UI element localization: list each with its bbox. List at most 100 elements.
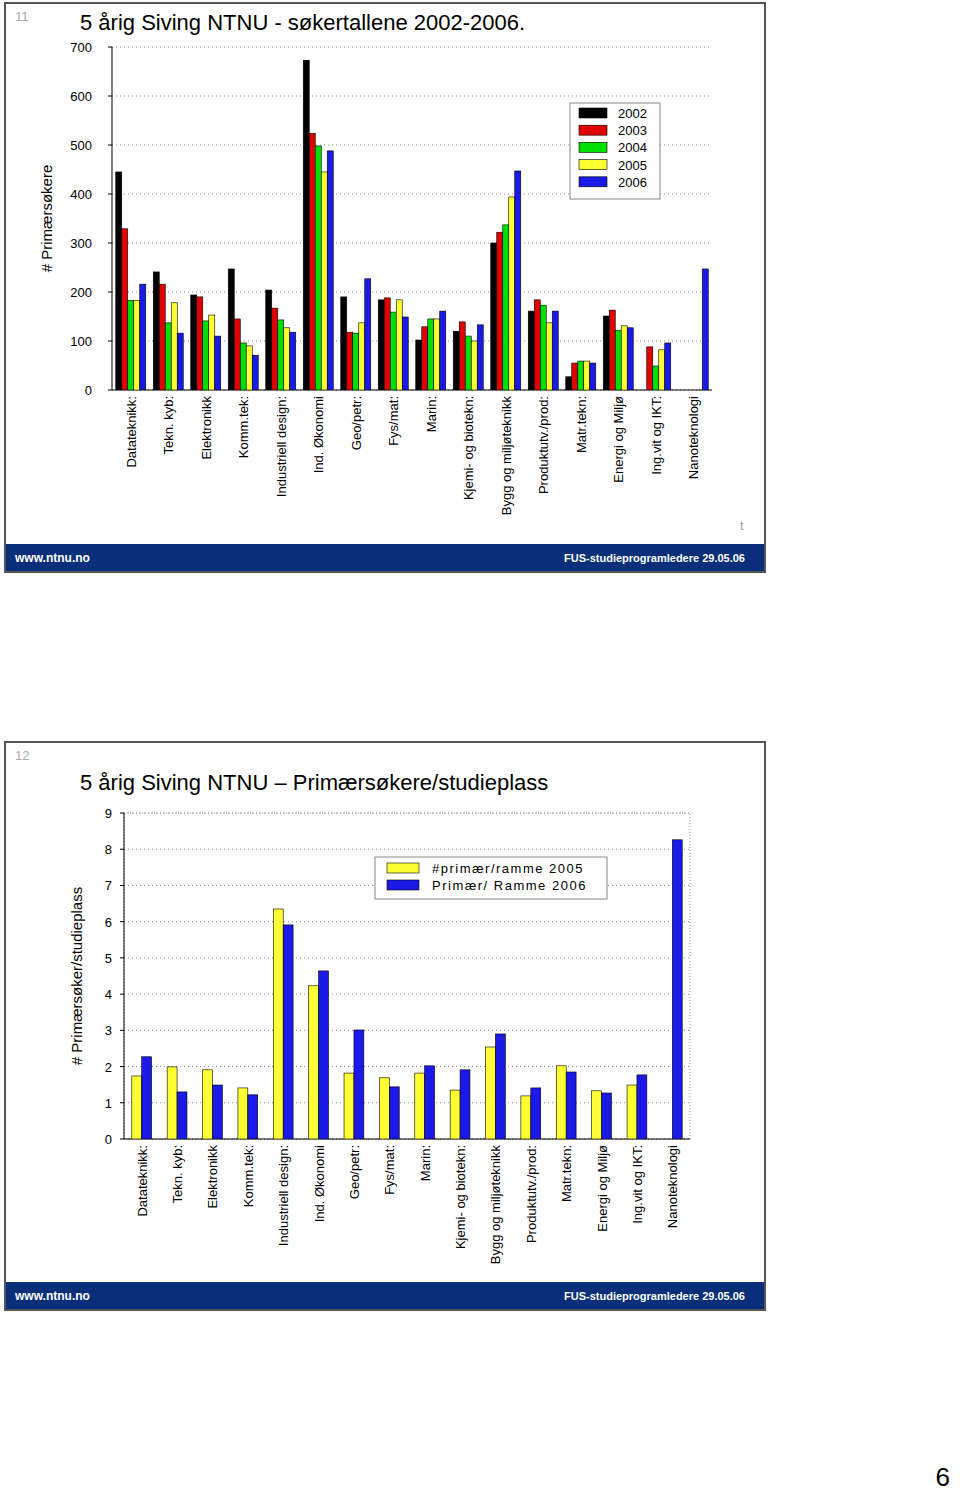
bar	[603, 316, 609, 390]
grid-line	[124, 1066, 690, 1067]
bar	[459, 322, 465, 390]
bar	[450, 1090, 460, 1139]
bar	[359, 323, 365, 390]
bar	[238, 1088, 248, 1139]
bar	[128, 300, 134, 390]
category-label: Industriell design:	[274, 396, 289, 497]
bar	[416, 340, 422, 390]
bar	[503, 225, 509, 390]
bar	[552, 311, 558, 390]
bar	[509, 197, 515, 390]
bar	[319, 971, 329, 1139]
chart: 5 årig Siving NTNU – Primærsøkere/studie…	[68, 770, 690, 1264]
legend-box	[375, 857, 607, 899]
tick-mark	[108, 96, 112, 97]
bar	[167, 1067, 177, 1139]
slide-number: 11	[15, 9, 29, 24]
category-label: Energi og Miljø	[611, 396, 626, 483]
bar	[134, 300, 140, 390]
footer-url: www.ntnu.no	[14, 1289, 90, 1303]
category-label: Ing.vit og IKT:	[630, 1145, 645, 1224]
tick-mark	[120, 1139, 124, 1140]
category-label: Geo/petr:	[347, 1145, 362, 1199]
bar	[592, 1091, 602, 1139]
legend-label: 2003	[618, 123, 647, 138]
bar	[572, 363, 578, 390]
bar	[197, 297, 203, 390]
bar	[341, 297, 347, 390]
tick-label: 0	[105, 1132, 112, 1147]
chart: 5 årig Siving NTNU - søkertallene 2002-2…	[38, 10, 712, 515]
bar	[240, 343, 246, 390]
legend-label: Primær/ Ramme 2006	[432, 878, 587, 893]
legend-swatch	[579, 142, 607, 152]
category-label: Energi og Miljø	[595, 1145, 610, 1232]
legend: 20022003200420052006	[570, 103, 660, 199]
category-label: Tekn. kyb:	[161, 396, 176, 455]
legend-swatch	[387, 863, 419, 873]
bar	[566, 1072, 576, 1139]
y-axis-title: # Primærsøker/studieplass	[68, 887, 85, 1065]
bar	[116, 172, 122, 390]
bar	[602, 1093, 612, 1139]
plot-frame	[124, 813, 690, 1139]
chart-title: 5 årig Siving NTNU – Primærsøkere/studie…	[80, 770, 548, 795]
tick-label: 3	[105, 1023, 112, 1038]
category-label: Elektronikk	[205, 1145, 220, 1209]
bar	[290, 332, 296, 390]
page: 11 www.ntnu.no FUS-studieprogramledere 29.…	[0, 0, 960, 1494]
bar	[191, 295, 197, 390]
bar	[309, 133, 315, 390]
bar	[309, 986, 319, 1139]
bar	[396, 300, 402, 390]
tick-mark	[108, 292, 112, 293]
bar	[278, 320, 284, 390]
grid-line	[124, 1030, 690, 1031]
bar	[566, 377, 572, 390]
grid-line	[124, 921, 690, 922]
bar	[347, 332, 353, 390]
tick-label: 700	[70, 40, 92, 55]
bar	[422, 327, 428, 390]
legend-label: #primær/ramme 2005	[432, 861, 584, 876]
bar	[440, 311, 446, 390]
bar	[540, 305, 546, 390]
bar	[203, 1070, 213, 1139]
legend-swatch	[579, 160, 607, 170]
footer-text: FUS-studieprogramledere 29.05.06	[564, 552, 745, 564]
tick-mark	[120, 957, 124, 958]
tick-label: 400	[70, 187, 92, 202]
legend-swatch	[579, 177, 607, 187]
bar	[491, 243, 497, 390]
category-label: Produktutv./prod:	[536, 396, 551, 494]
category-label: Datateknikk:	[135, 1145, 150, 1217]
bar	[273, 909, 283, 1139]
bar	[303, 60, 309, 390]
bar	[637, 1075, 647, 1139]
bar	[390, 312, 396, 390]
bar	[515, 171, 521, 390]
bar	[556, 1066, 566, 1139]
footer-text: FUS-studieprogramledere 29.05.06	[564, 1290, 745, 1302]
bar	[327, 151, 333, 390]
tick-label: 200	[70, 285, 92, 300]
bar	[453, 331, 459, 390]
bar	[384, 298, 390, 390]
category-label: Marin:	[424, 396, 439, 432]
bar	[177, 1092, 187, 1139]
grid-line	[112, 47, 712, 48]
bar	[609, 310, 615, 390]
bar	[590, 363, 596, 390]
tick-label: 5	[105, 951, 112, 966]
bar	[471, 341, 477, 390]
slide-frame	[5, 3, 765, 572]
tick-mark	[108, 194, 112, 195]
bar	[177, 333, 183, 390]
grid-line	[112, 292, 712, 293]
tick-mark	[108, 390, 112, 391]
category-label: Matr.tekn:	[559, 1145, 574, 1202]
bar	[212, 1085, 222, 1139]
bar	[209, 315, 215, 390]
y-axis	[124, 813, 125, 1139]
bar	[584, 361, 590, 390]
